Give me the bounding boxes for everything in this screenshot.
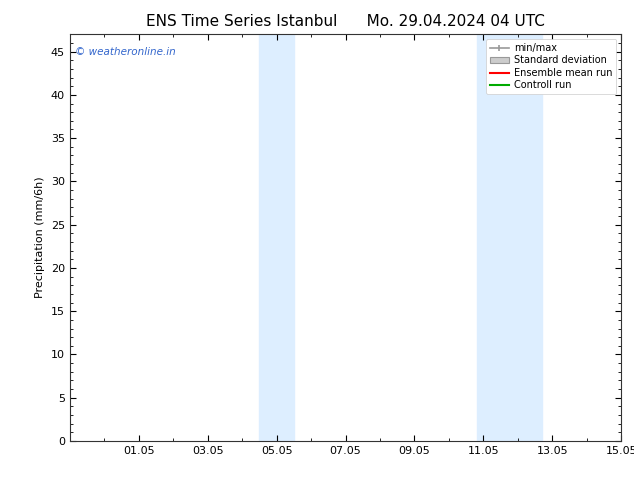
Bar [477, 34, 542, 441]
Title: ENS Time Series Istanbul      Mo. 29.04.2024 04 UTC: ENS Time Series Istanbul Mo. 29.04.2024 … [146, 14, 545, 29]
Bar [259, 34, 294, 441]
Legend: min/max, Standard deviation, Ensemble mean run, Controll run: min/max, Standard deviation, Ensemble me… [486, 39, 616, 94]
Text: © weatheronline.in: © weatheronline.in [75, 47, 176, 56]
Y-axis label: Precipitation (mm/6h): Precipitation (mm/6h) [36, 177, 45, 298]
